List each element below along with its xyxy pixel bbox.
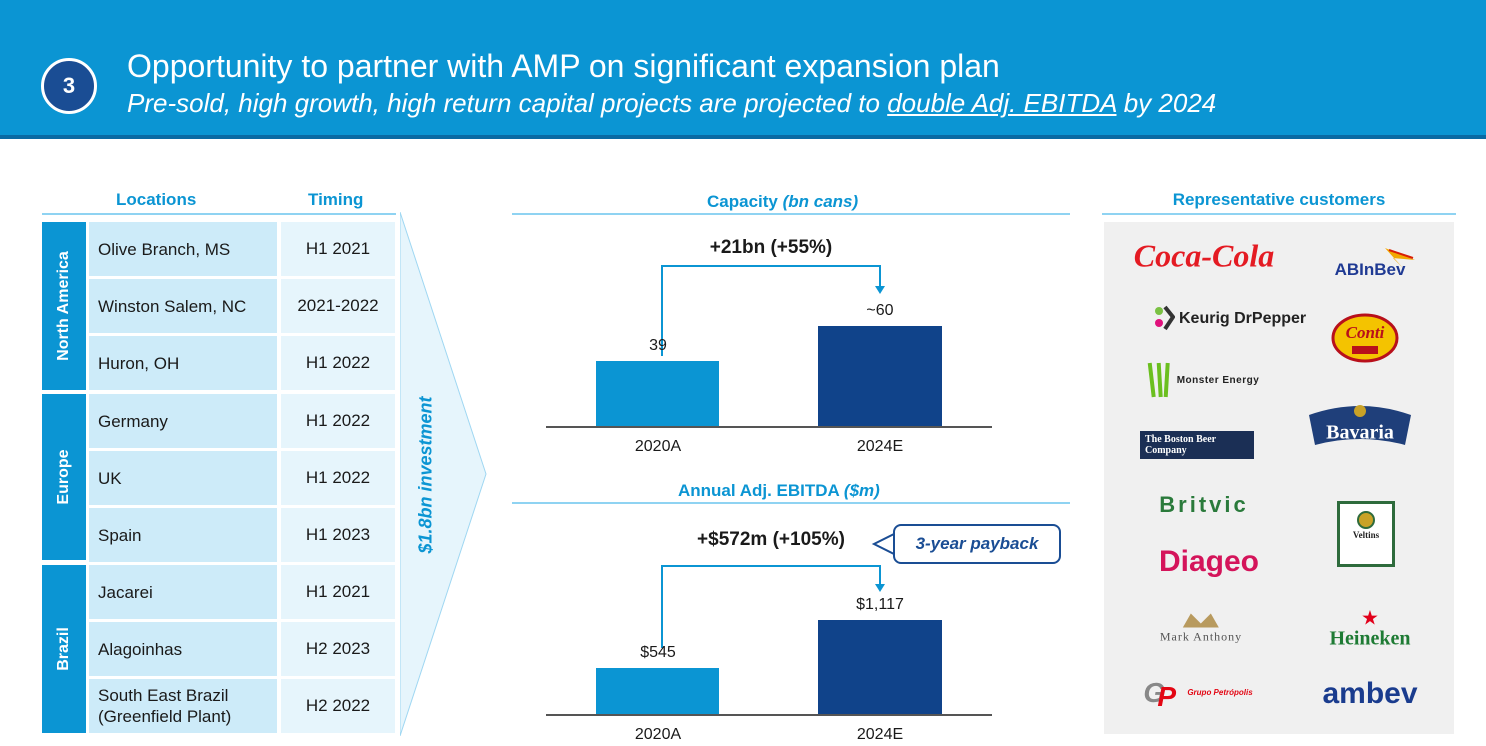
ebitda-chart-title: Annual Adj. EBITDA ($m): [678, 481, 880, 500]
capacity-growth-bracket: [661, 265, 885, 356]
capacity-x-axis: [546, 426, 992, 428]
header-banner: 3 Opportunity to partner with AMP on sig…: [0, 0, 1486, 139]
timing-cell: 2021-2022: [281, 279, 395, 333]
abinbev-logo: ABInBev: [1315, 244, 1425, 280]
location-cell: Alagoinhas: [89, 622, 277, 676]
timing-cell: H1 2022: [281, 336, 395, 390]
capacity-value-2020A: 39: [649, 337, 667, 354]
location-cell: Huron, OH: [89, 336, 277, 390]
location-cell: UK: [89, 451, 277, 505]
customers-rule: [1102, 213, 1456, 215]
ambev-logo: ambev: [1322, 677, 1418, 710]
capacity-chart-rule: [512, 213, 1070, 215]
boston-beer-logo: The Boston Beer Company: [1140, 431, 1254, 459]
investment-label: $1.8bn investment: [415, 396, 436, 554]
timing-cell: H1 2022: [281, 394, 395, 448]
monster-energy-logo: Monster Energy: [1145, 361, 1260, 399]
locations-column-header: Locations: [116, 190, 197, 209]
timing-cell: H2 2023: [281, 622, 395, 676]
timing-column-header: Timing: [308, 190, 364, 209]
ebitda-growth-label: +$572m (+105%): [697, 529, 845, 550]
ebitda-bar-2024E: [818, 620, 942, 714]
region-brazil: Brazil: [42, 565, 86, 733]
diageo-logo: Diageo: [1158, 545, 1260, 578]
location-cell: South East Brazil (Greenfield Plant): [89, 679, 277, 733]
customers-logo-panel: [1104, 222, 1454, 734]
region-europe: Europe: [42, 394, 86, 560]
capacity-category-2020A: 2020A: [634, 438, 682, 455]
veltins-logo: Veltins: [1337, 501, 1395, 567]
ebitda-value-2020A: $545: [640, 644, 676, 661]
ebitda-growth-bracket: [661, 565, 885, 648]
capacity-chart-title: Capacity (bn cans): [707, 192, 859, 211]
coca-cola-logo: Coca-Cola: [1133, 237, 1275, 274]
timing-cell: H2 2022: [281, 679, 395, 733]
keurig-drpepper-logo: Keurig DrPepper: [1153, 305, 1306, 331]
capacity-category-2024E: 2024E: [856, 438, 904, 455]
region-north-america: North America: [42, 222, 86, 390]
capacity-value-2024E: ~60: [866, 302, 894, 319]
location-cell: Olive Branch, MS: [89, 222, 277, 276]
ebitda-bar-2020A: [596, 668, 719, 714]
conti-logo: Conti: [1330, 312, 1400, 364]
timing-cell: H1 2023: [281, 508, 395, 562]
ebitda-chart-rule: [512, 502, 1070, 504]
location-cell: Germany: [89, 394, 277, 448]
timing-cell: H1 2021: [281, 565, 395, 619]
britvic-logo: Britvic: [1159, 492, 1249, 517]
svg-text:G: G: [1143, 677, 1165, 708]
capacity-bar-2020A: [596, 361, 719, 426]
location-cell: Spain: [89, 508, 277, 562]
heineken-logo: ★ Heineken: [1329, 607, 1411, 650]
svg-text:P: P: [1157, 681, 1176, 708]
timing-cell: H1 2021: [281, 222, 395, 276]
table-header-rule: [42, 213, 396, 215]
customers-title: Representative customers: [1172, 190, 1386, 209]
mark-anthony-logo: Mark Anthony: [1160, 612, 1242, 645]
investment-arrow-shape: [400, 212, 487, 736]
capacity-growth-label: +21bn (+55%): [709, 237, 833, 258]
location-cell: Winston Salem, NC: [89, 279, 277, 333]
ebitda-category-2020A: 2020A: [634, 726, 682, 743]
location-cell: Jacarei: [89, 565, 277, 619]
ebitda-value-2024E: $1,117: [856, 596, 904, 613]
bavaria-logo: Bavaria: [1305, 403, 1415, 453]
timing-cell: H1 2022: [281, 451, 395, 505]
capacity-bar-2024E: [818, 326, 942, 426]
ebitda-x-axis: [546, 714, 992, 716]
page-title: Opportunity to partner with AMP on signi…: [127, 48, 1000, 84]
page-subtitle: Pre-sold, high growth, high return capit…: [127, 88, 1217, 118]
ebitda-category-2024E: 2024E: [856, 726, 904, 743]
payback-callout: 3-year payback: [893, 524, 1061, 564]
step-number-badge: 3: [41, 58, 97, 114]
